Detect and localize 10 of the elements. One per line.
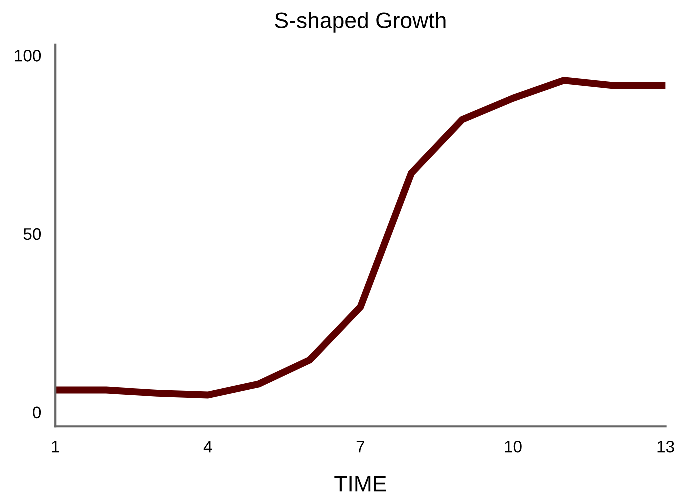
- y-tick-label: 50: [24, 228, 42, 240]
- x-tick-label: 13: [658, 440, 674, 453]
- y-tick-label: 100: [15, 50, 42, 62]
- x-tick-label: 4: [204, 441, 212, 453]
- x-tick-label: 10: [505, 440, 522, 453]
- x-tick-label: 7: [356, 441, 364, 453]
- x-tick-label: 1: [52, 441, 60, 453]
- x-axis-title: TIME: [334, 476, 386, 492]
- y-tick-label: 0: [33, 406, 42, 419]
- chart-title: S-shaped Growth: [275, 12, 446, 33]
